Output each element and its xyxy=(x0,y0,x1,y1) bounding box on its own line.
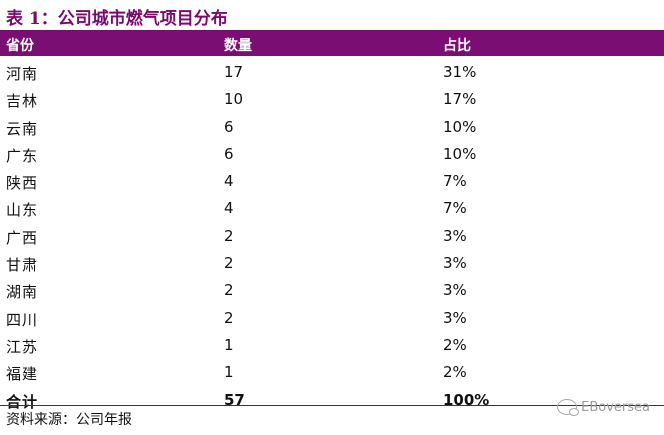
table-row: 四川 2 3% xyxy=(0,305,664,332)
cell-share: 10% xyxy=(443,144,477,163)
header-share: 占比 xyxy=(443,38,471,54)
cell-province: 广西 xyxy=(6,228,39,247)
cell-share: 31% xyxy=(443,63,477,81)
cell-share: 3% xyxy=(443,281,467,300)
cell-share: 7% xyxy=(443,199,467,218)
cell-count: 6 xyxy=(224,117,234,136)
cell-count: 1 xyxy=(224,363,234,382)
watermark: EBoversea xyxy=(557,399,650,416)
cell-province: 云南 xyxy=(6,119,39,138)
cell-share: 3% xyxy=(443,308,467,327)
table-header: 省份 数量 占比 xyxy=(0,31,664,56)
source-note: 资料来源：公司年报 xyxy=(6,412,132,428)
cell-count: 10 xyxy=(224,90,244,109)
cell-share: 3% xyxy=(443,254,467,273)
title-divider xyxy=(0,30,664,31)
table-body: 河南 17 31% 吉林 10 17% 云南 6 10% 广东 6 10% 陕西… xyxy=(0,59,664,414)
cell-province: 福建 xyxy=(6,365,39,384)
total-count: 57 xyxy=(224,390,245,409)
cell-province: 甘肃 xyxy=(6,256,39,275)
cell-province: 四川 xyxy=(6,310,39,329)
cell-count: 6 xyxy=(224,144,234,163)
cell-count: 4 xyxy=(224,199,234,218)
table-total-row: 合计 57 100% xyxy=(0,387,664,414)
cell-share: 3% xyxy=(443,226,467,245)
cell-count: 2 xyxy=(224,308,234,327)
cell-province: 广东 xyxy=(6,146,39,165)
total-share: 100% xyxy=(443,390,490,409)
cell-share: 10% xyxy=(443,117,477,136)
table-row: 湖南 2 3% xyxy=(0,277,664,304)
header-count: 数量 xyxy=(224,38,252,54)
cell-province: 湖南 xyxy=(6,283,39,302)
table-row: 河南 17 31% xyxy=(0,59,664,86)
cell-count: 2 xyxy=(224,281,234,300)
cell-share: 2% xyxy=(443,363,467,382)
cell-share: 17% xyxy=(443,90,477,109)
table-row: 吉林 10 17% xyxy=(0,86,664,113)
cell-share: 2% xyxy=(443,335,467,354)
cell-count: 17 xyxy=(224,63,244,81)
table-row: 云南 6 10% xyxy=(0,114,664,141)
table-row: 甘肃 2 3% xyxy=(0,250,664,277)
cell-province: 山东 xyxy=(6,201,39,220)
table-row: 广西 2 3% xyxy=(0,223,664,250)
cell-province: 陕西 xyxy=(6,174,39,193)
cell-count: 4 xyxy=(224,172,234,191)
table-title: 表 1：公司城市燃气项目分布 xyxy=(6,9,228,29)
cell-count: 2 xyxy=(224,254,234,273)
cell-province: 吉林 xyxy=(6,92,39,111)
table-row: 广东 6 10% xyxy=(0,141,664,168)
table-row: 福建 1 2% xyxy=(0,359,664,386)
total-label: 合计 xyxy=(6,392,39,411)
cell-count: 1 xyxy=(224,335,234,354)
cell-count: 2 xyxy=(224,226,234,245)
header-province: 省份 xyxy=(6,38,34,54)
cell-province: 河南 xyxy=(6,65,39,83)
source-divider xyxy=(0,405,664,406)
table-row: 山东 4 7% xyxy=(0,195,664,222)
cell-province: 江苏 xyxy=(6,337,39,356)
table-row: 陕西 4 7% xyxy=(0,168,664,195)
wechat-icon xyxy=(557,399,580,416)
table-row: 江苏 1 2% xyxy=(0,332,664,359)
cell-share: 7% xyxy=(443,172,467,191)
watermark-text: EBoversea xyxy=(581,399,650,415)
